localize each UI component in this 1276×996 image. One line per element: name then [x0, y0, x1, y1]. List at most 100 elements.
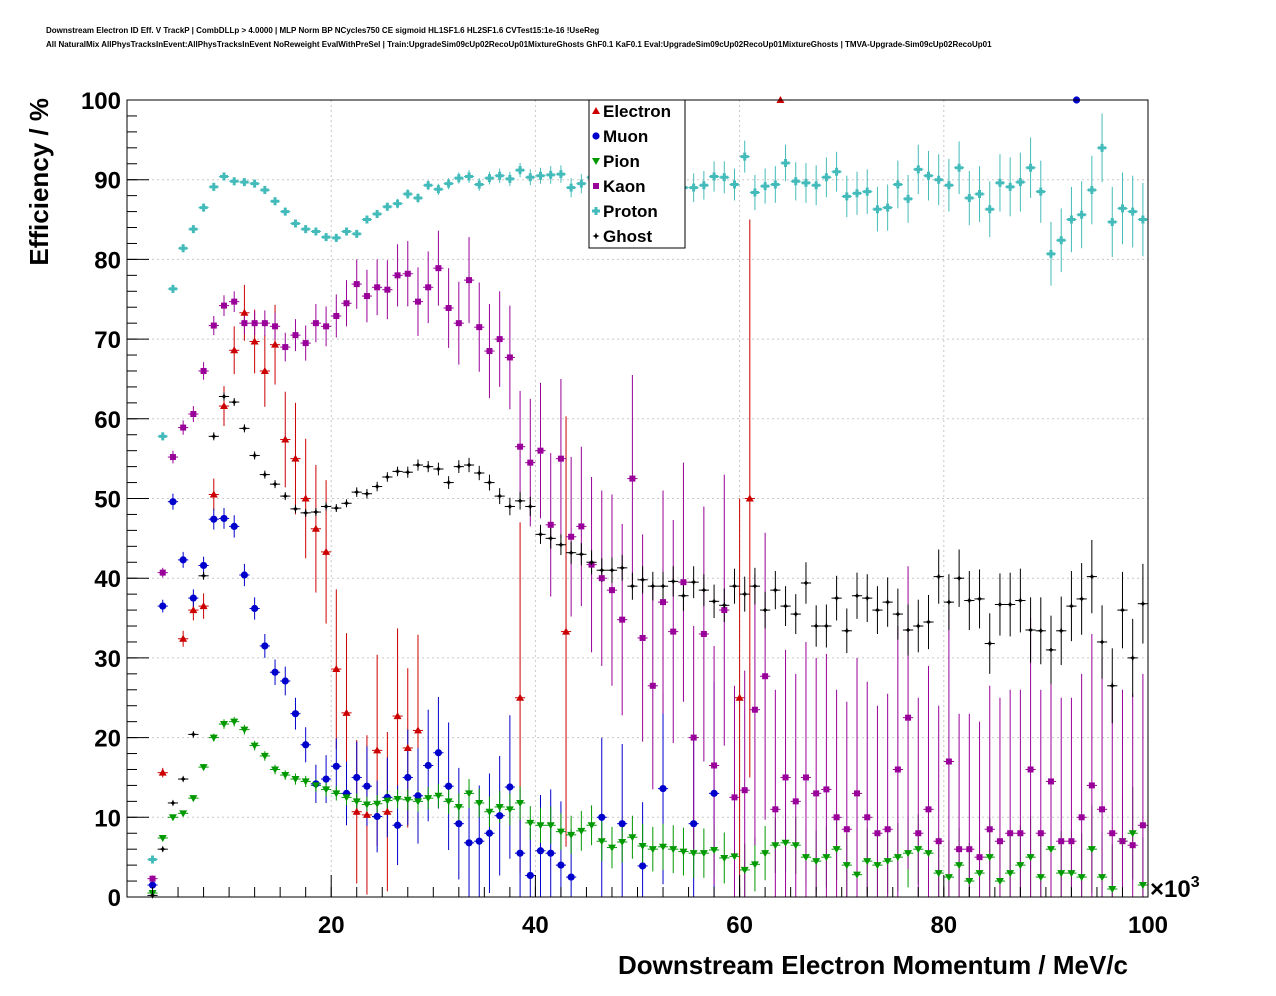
proton-point	[301, 225, 310, 234]
muon-point	[169, 498, 177, 506]
proton-point	[403, 190, 412, 199]
proton-point	[373, 209, 382, 218]
ghost-point	[291, 505, 299, 513]
ghost-point	[537, 530, 545, 538]
kaon-point	[1139, 822, 1146, 829]
ghost-point	[679, 592, 687, 600]
pion-point	[1047, 846, 1056, 854]
pion-point	[597, 838, 606, 846]
electron-point	[260, 366, 269, 374]
kaon-point	[220, 302, 227, 309]
proton-point	[1067, 215, 1076, 224]
ghost-point	[179, 775, 187, 783]
proton-point	[311, 227, 320, 236]
pion-point	[679, 848, 688, 856]
kaon-point	[302, 340, 309, 347]
ghost-point	[445, 479, 453, 487]
muon-point	[690, 820, 698, 828]
ghost-point	[1057, 627, 1065, 635]
kaon-point	[486, 348, 493, 355]
pion-point	[1087, 846, 1096, 854]
kaon-point	[414, 298, 421, 305]
electron-point	[413, 726, 422, 734]
pion-point	[801, 854, 810, 862]
ghost-point	[639, 576, 647, 584]
proton-point	[863, 187, 872, 196]
kaon-point	[1109, 830, 1116, 837]
pion-point	[475, 799, 484, 807]
proton-point	[812, 181, 821, 190]
kaon-point	[404, 270, 411, 277]
kaon-point	[833, 814, 840, 821]
legend-muon-marker	[592, 132, 600, 140]
pion-point	[260, 752, 269, 760]
ghost-point	[853, 592, 861, 600]
pion-point	[403, 796, 412, 804]
ghost-point	[730, 582, 738, 590]
plot-header-line-2: All NaturalMix AllPhysTracksInEvent:AllP…	[46, 40, 992, 49]
ghost-point	[914, 622, 922, 630]
ghost-point	[955, 574, 963, 582]
proton-point	[322, 233, 331, 242]
muon-point	[536, 847, 545, 855]
pion-point	[516, 799, 525, 807]
proton-point	[1108, 217, 1117, 226]
proton-point	[853, 189, 862, 198]
kaon-point	[864, 814, 871, 821]
muon-point	[220, 514, 228, 523]
kaon-point	[1068, 838, 1075, 845]
proton-point	[1026, 163, 1035, 172]
kaon-point	[1058, 838, 1065, 845]
kaon-point	[435, 265, 442, 272]
ghost-point	[945, 598, 953, 606]
kaon-point	[915, 830, 922, 837]
ghost-point	[322, 502, 330, 510]
ghost-point	[1027, 626, 1035, 634]
proton-point	[505, 174, 514, 183]
ghost-point	[343, 499, 351, 507]
kaon-point	[1078, 814, 1085, 821]
pion-point	[638, 842, 647, 850]
proton-point	[219, 172, 228, 181]
ghost-point	[271, 480, 279, 488]
proton-point	[1036, 187, 1045, 196]
muon-point	[159, 602, 167, 610]
pion-point	[373, 800, 382, 808]
pion-point	[536, 822, 545, 830]
muon-point	[475, 837, 483, 845]
proton-point	[1098, 143, 1107, 152]
kaon-point	[670, 628, 677, 635]
ghost-point	[465, 461, 473, 469]
kaon-point	[537, 447, 544, 454]
pion-point	[648, 846, 657, 854]
proton-point	[556, 170, 565, 179]
proton-point	[1016, 178, 1025, 187]
ghost-point	[1016, 597, 1024, 605]
muon-point	[189, 594, 197, 602]
muon-point	[404, 773, 412, 782]
pion-point	[791, 842, 800, 850]
kaon-point	[680, 579, 687, 586]
pion-point	[740, 866, 749, 874]
proton-point	[750, 188, 759, 197]
electron-point	[342, 708, 351, 716]
proton-point	[546, 170, 555, 179]
pion-point	[975, 870, 984, 878]
kaon-point	[149, 875, 156, 882]
proton-point	[965, 194, 974, 203]
electron-point	[403, 743, 412, 751]
proton-point	[1128, 207, 1137, 216]
kaon-point	[476, 324, 483, 331]
muon-point	[424, 761, 432, 770]
ghost-point	[567, 549, 575, 557]
y-tick-label: 90	[94, 168, 121, 195]
ghost-point	[496, 492, 504, 500]
kaon-point	[721, 607, 728, 614]
pion-point	[730, 853, 739, 861]
electron-point	[393, 712, 402, 720]
pion-point	[761, 850, 770, 858]
ghost-point	[884, 598, 892, 606]
electron-point	[271, 340, 280, 348]
proton-point	[454, 174, 463, 183]
